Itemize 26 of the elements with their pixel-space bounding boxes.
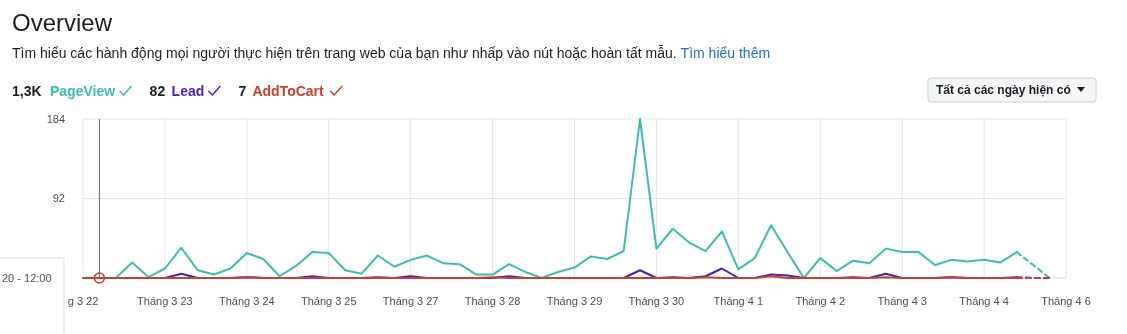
x-tick-label: Tháng 4 1: [713, 295, 764, 307]
x-tick-label: Tháng 3 25: [300, 295, 357, 307]
chart-subtitle: Tìm hiểu các hành động mọi người thực hiện trên trang web của bạn như nhấp vào nút hoặc hoàn tất mẫu.: [12, 45, 677, 61]
legend-label: PageView: [50, 83, 116, 99]
y-tick-label: 92: [52, 192, 65, 205]
x-tick-label: g 3 22: [67, 295, 99, 307]
x-tick-label: Tháng 4 2: [795, 295, 846, 307]
x-tick-label: Tháng 4 3: [877, 295, 927, 307]
date-dropdown: Tất cả các ngày hiện có: [927, 77, 1097, 103]
x-tick-label: Tháng 4 4: [959, 295, 1009, 307]
x-tick-label: Tháng 3 27: [382, 295, 439, 307]
legend-label: Lead: [171, 83, 205, 99]
legend-label: AddToCart: [252, 83, 325, 99]
x-tick-label: Tháng 3 28: [464, 295, 521, 307]
text: 1,3K: [12, 83, 42, 99]
x-tick-label: Tháng 4 6: [1041, 295, 1091, 307]
text: 7: [238, 83, 247, 99]
tooltip-box: 20 - 12:00: [0, 257, 65, 334]
x-tick-label: Tháng 3 24: [219, 295, 275, 307]
x-tick-label: Tháng 3 29: [546, 295, 603, 307]
text: Tìm hiểu thêm: [680, 45, 771, 61]
y-tick-label: 184: [46, 112, 65, 125]
x-tick-label: Tháng 3 23: [137, 295, 193, 307]
x-tick-label: Tháng 3 30: [628, 295, 685, 307]
chart-title: Overview: [12, 9, 113, 36]
text: 82: [149, 83, 166, 99]
